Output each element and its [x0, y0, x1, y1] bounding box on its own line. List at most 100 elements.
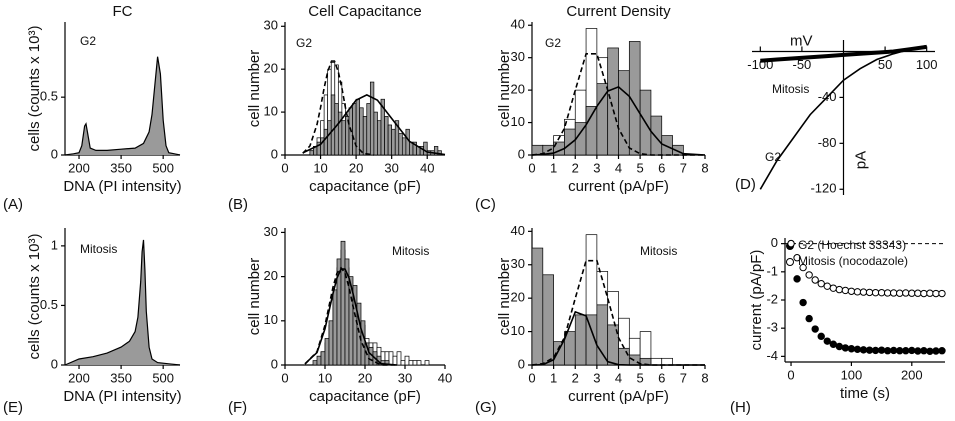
data-point — [877, 346, 886, 354]
histogram-bar — [531, 247, 544, 366]
panel: (A) FC G2 DNA (PI intensity) cells (counts x… — [3, 3, 182, 213]
y-tick-label: 20 — [511, 290, 525, 305]
histogram-bar — [398, 133, 403, 156]
y-tick-label: 30 — [511, 49, 525, 64]
x-tick-label: 200 — [901, 367, 923, 382]
data-point — [841, 344, 850, 352]
x-tick-label: 0 — [281, 370, 288, 385]
histogram-bar — [618, 70, 630, 156]
y-tick-label: 20 — [264, 268, 278, 283]
panel-label: (G) — [475, 399, 497, 416]
x-tick-label: 5 — [637, 160, 644, 175]
data-point — [853, 345, 862, 354]
x-tick-label: 40 — [420, 160, 434, 175]
data-point — [889, 289, 898, 297]
y-tick-label: 10 — [264, 104, 278, 119]
x-tick-label: 100 — [841, 367, 863, 382]
data-point — [902, 347, 910, 355]
data-point — [829, 284, 838, 292]
area-line — [64, 239, 181, 366]
histogram-bar — [312, 360, 318, 366]
histogram-bar — [408, 360, 414, 366]
annotation: Mitosis — [80, 242, 117, 256]
data-point — [817, 279, 825, 288]
panel-title: Cell Capacitance — [308, 3, 421, 20]
area-fill — [65, 56, 180, 156]
y-tick-label: 30 — [264, 224, 278, 239]
y-tick-label: 0 — [51, 146, 58, 161]
iv-curve — [760, 44, 927, 63]
x-tick-label: 7 — [680, 160, 687, 175]
y-tick-label: 30 — [511, 256, 525, 271]
data-point — [902, 289, 910, 297]
x-tick-label: 10 — [313, 160, 327, 175]
x-tick-label: 1 — [550, 160, 557, 175]
x-tick-label: 6 — [658, 370, 665, 385]
histogram-bar — [392, 355, 398, 366]
histogram-bar — [366, 103, 371, 156]
data-point — [799, 298, 807, 307]
y-tick-label: 0.5 — [40, 297, 58, 312]
y-tick-label: -80 — [818, 135, 837, 150]
data-point — [938, 347, 946, 355]
x-tick-label: 200 — [68, 160, 90, 175]
histogram-bar — [320, 351, 326, 366]
y-axis-label: cells (counts x 10³) — [26, 234, 43, 360]
histogram-bar — [542, 274, 554, 366]
histogram-bar — [423, 141, 428, 156]
y-tick-label: 40 — [511, 17, 525, 32]
histogram-bar — [607, 47, 619, 156]
x-tick-label: 350 — [110, 370, 132, 385]
fit-curve — [304, 268, 398, 366]
data-point — [932, 347, 940, 355]
histogram-bar — [401, 137, 407, 156]
series-label: Mitosis — [772, 82, 809, 96]
panel: (B) Cell Capacitance G2 capacitance (pF) cel… — [228, 3, 446, 213]
panel-title: FC — [113, 3, 133, 20]
x-tick-label: 50 — [878, 57, 892, 72]
x-tick-label: 6 — [658, 160, 665, 175]
annotation: G2 — [296, 36, 312, 50]
data-point — [787, 239, 795, 248]
histogram-bar — [328, 320, 334, 366]
panel-label: (A) — [3, 196, 23, 213]
histogram-bar — [388, 351, 394, 366]
panel-label: (F) — [228, 399, 247, 416]
histogram-bar — [360, 320, 366, 366]
y-tick-label: 0 — [771, 235, 778, 250]
x-tick-label: 500 — [152, 370, 174, 385]
histogram-bar — [384, 116, 389, 156]
histogram-bar — [324, 338, 330, 366]
data-point — [871, 346, 880, 355]
histogram-bar — [424, 360, 430, 366]
histogram-bar — [416, 360, 422, 366]
x-tick-label: 500 — [152, 160, 174, 175]
histogram-bar — [412, 360, 418, 366]
annotation: Mitosis — [392, 244, 429, 258]
fit-curve — [531, 53, 705, 156]
data-point — [829, 340, 838, 348]
x-tick-label: 10 — [318, 370, 332, 385]
legend-label: G2 (Hoechst 33343) — [798, 238, 906, 252]
y-axis-label: cells (counts x 10³) — [26, 26, 43, 152]
fit-curve — [304, 266, 397, 366]
histogram-bar — [309, 150, 314, 156]
data-point — [805, 271, 813, 279]
fit-curve — [531, 310, 705, 366]
histogram-bar — [362, 116, 368, 156]
x-tick-label: 8 — [701, 160, 708, 175]
y-tick-label: 10 — [264, 312, 278, 327]
x-tick-label: 30 — [398, 370, 412, 385]
panel-label: (E) — [3, 399, 23, 416]
histogram-bar — [334, 103, 339, 156]
y-tick-label: -2 — [766, 291, 778, 306]
x-tick-label: 2 — [572, 370, 579, 385]
data-point — [859, 346, 868, 354]
x-tick-label: 8 — [701, 370, 708, 385]
data-point — [926, 347, 934, 355]
y-axis-label: cell number — [246, 50, 263, 128]
x-tick-label: 1 — [550, 370, 557, 385]
y-tick-label: 0 — [51, 356, 58, 371]
x-tick-label: 20 — [358, 370, 372, 385]
